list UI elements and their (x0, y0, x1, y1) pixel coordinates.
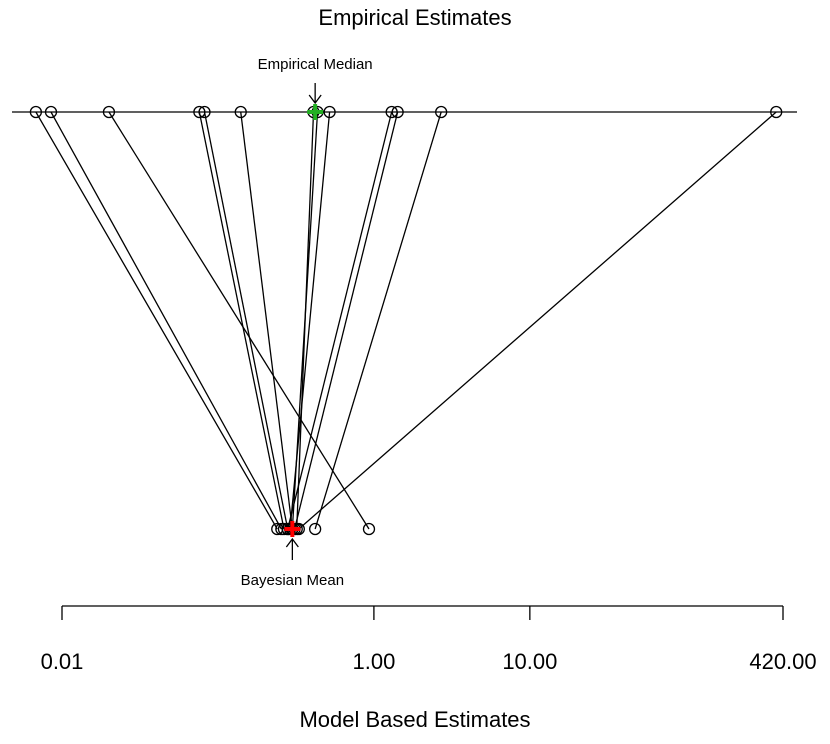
empirical-point-0 (29, 105, 43, 119)
connector-line-4 (203, 111, 289, 530)
connector-line-2 (108, 111, 370, 530)
empirical-point-8 (323, 105, 336, 119)
x-tick-label-0: 0.01 (41, 649, 84, 674)
connector-line-3 (198, 111, 285, 530)
empirical-median-marker (307, 104, 324, 120)
empirical-point-11 (435, 105, 448, 119)
bayesian-mean-marker (284, 521, 301, 537)
empirical-point-9 (385, 105, 398, 119)
connector-line-0 (35, 111, 278, 530)
chart-title: Empirical Estimates (318, 5, 512, 30)
model-point-11 (308, 522, 322, 536)
connector-line-8 (289, 111, 331, 530)
empirical-point-12 (770, 105, 783, 119)
model-point-2 (362, 522, 376, 536)
empirical-point-4 (198, 105, 211, 119)
connector-line-9 (287, 111, 393, 530)
bayesian-mean-label: Bayesian Mean (241, 572, 344, 589)
connector-line-10 (293, 111, 399, 530)
mean-arrow-head (285, 537, 299, 548)
x-tick-label-2: 10.00 (502, 649, 557, 674)
empirical-point-10 (391, 105, 404, 119)
x-axis-label: Model Based Estimates (299, 707, 531, 732)
connector-line-12 (298, 111, 777, 530)
x-tick-label-1: 1.00 (352, 649, 395, 674)
empirical-median-label: Empirical Median (258, 56, 373, 73)
median-arrow-head (308, 94, 322, 105)
empirical-point-1 (44, 105, 58, 119)
connector-line-11 (314, 111, 442, 530)
empirical-point-5 (234, 105, 247, 119)
x-tick-label-3: 420.00 (749, 649, 816, 674)
empirical-point-3 (193, 105, 206, 119)
connector-line-5 (240, 111, 294, 530)
empirical-point-2 (102, 105, 116, 119)
connector-line-1 (50, 111, 282, 530)
